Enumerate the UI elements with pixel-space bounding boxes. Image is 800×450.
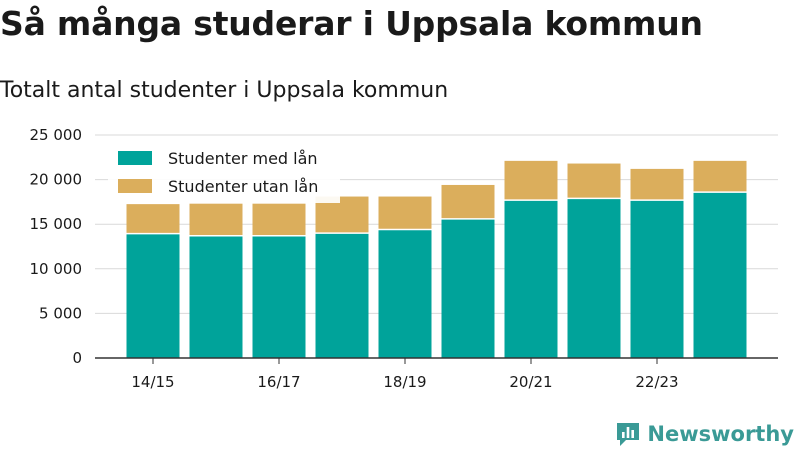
x-tick-label: 18/19 [383,373,426,391]
x-tick-label: 22/23 [635,373,678,391]
bar-without-loan [504,160,558,201]
y-tick-label: 5 000 [39,304,82,322]
y-tick-label: 0 [72,349,82,367]
legend-label: Studenter utan lån [168,177,318,196]
bar-with-loan [693,192,747,358]
bar-with-loan [315,233,369,358]
stacked-bar-chart: 0 5 000 10 000 15 000 20 000 25 000 14/15 16/17… [30,126,778,391]
bar-with-loan [126,233,180,358]
bar-with-loan [504,200,558,358]
x-tick-label: 16/17 [257,373,300,391]
bar-with-loan [189,235,243,358]
legend: Studenter med lån Studenter utan lån [108,145,340,203]
bar-without-loan [189,203,243,236]
x-tick-label: 20/21 [509,373,552,391]
legend-swatch [118,151,152,165]
bar-without-loan [252,203,306,236]
bar-without-loan [693,160,747,193]
chart-subtitle: Totalt antal studenter i Uppsala kommun [0,78,449,103]
bar-without-loan [630,168,684,201]
brand-name: Newsworthy [647,422,794,446]
bar-with-loan [252,235,306,358]
bar-with-loan [378,229,432,358]
bar-without-loan [378,196,432,230]
bar-without-loan [126,204,180,234]
brand: Newsworthy [615,420,794,448]
y-tick-label: 25 000 [30,126,83,144]
bar-with-loan [630,200,684,358]
legend-label: Studenter med lån [168,149,318,168]
bar-with-loan [567,198,621,358]
legend-swatch [118,179,152,193]
bar-without-loan [567,163,621,199]
x-tick-label: 14/15 [131,373,174,391]
page-title: Så många studerar i Uppsala kommun [0,4,703,43]
bar-without-loan [441,184,495,219]
y-tick-label: 10 000 [30,260,83,278]
bar-with-loan [441,218,495,358]
y-tick-label: 20 000 [30,171,83,189]
newsworthy-logo-icon [617,423,640,446]
y-tick-label: 15 000 [30,215,83,233]
